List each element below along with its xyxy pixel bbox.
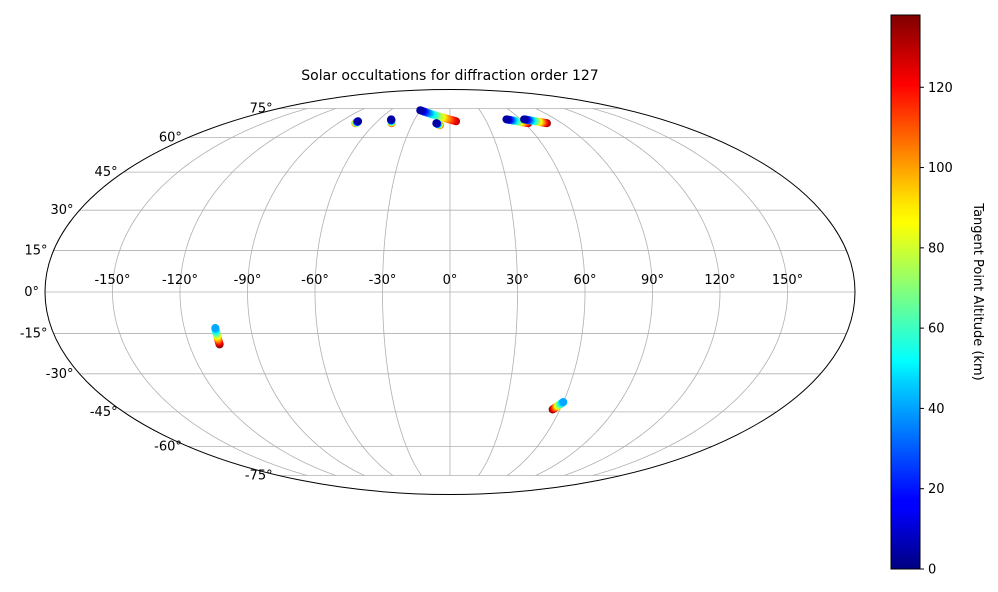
longitude-gridline	[535, 108, 653, 476]
latitude-tick-label: 60°	[159, 131, 182, 146]
longitude-tick-label: -60°	[301, 273, 329, 288]
colorbar-ticks: 0 20 40 60 80 100 120	[920, 81, 953, 578]
longitude-tick-label: 30°	[506, 273, 529, 288]
longitude-tick-label: 0°	[443, 273, 458, 288]
latitude-tick-labels: -75° -60° -45° -30° -15° 0° 15° 30° 45° 60° 75°	[20, 102, 273, 484]
occultation-point	[432, 119, 441, 128]
longitude-tick-label: -120°	[162, 273, 198, 288]
colorbar-tick-label: 80	[928, 241, 945, 256]
occultation-point	[354, 117, 363, 126]
colorbar-tick-label: 0	[928, 563, 936, 578]
colorbar-tick-label: 40	[928, 402, 945, 417]
occultation-point	[416, 106, 425, 115]
longitude-tick-label: 150°	[772, 273, 803, 288]
longitude-gridline	[314, 108, 394, 476]
longitude-gridline	[506, 108, 586, 476]
occultation-point	[502, 115, 511, 124]
occultation-point	[520, 115, 529, 124]
colorbar: 0 20 40 60 80 100 120 Tangent Point Altitude (…	[890, 14, 985, 578]
longitude-gridline	[179, 108, 336, 476]
colorbar-label: Tangent Point Altitude (km)	[970, 202, 985, 380]
colorbar-tick-label: 20	[928, 482, 945, 497]
longitude-gridline	[478, 108, 518, 476]
latitude-tick-label: 15°	[25, 244, 48, 259]
longitude-tick-label: 120°	[704, 273, 735, 288]
longitude-tick-label: -90°	[234, 273, 262, 288]
longitude-tick-label: -150°	[94, 273, 130, 288]
occultation-points	[211, 106, 568, 414]
longitude-tick-labels: -150° -120° -90° -60° -30° 0° 30° 60° 90° 120° 150…	[94, 273, 803, 288]
latitude-tick-label: -60°	[154, 439, 182, 454]
latitude-tick-label: -75°	[245, 468, 273, 483]
occultation-point	[211, 323, 220, 332]
longitude-gridline	[112, 108, 308, 476]
longitude-gridline	[592, 108, 788, 476]
longitude-tick-label: 90°	[641, 273, 664, 288]
latitude-tick-label: -30°	[46, 367, 74, 382]
latitude-tick-label: 0°	[24, 285, 39, 300]
latitude-tick-label: -45°	[90, 405, 118, 420]
occultation-point	[387, 115, 396, 124]
latitude-tick-label: -15°	[20, 326, 48, 341]
occultation-point	[559, 398, 568, 407]
latitude-tick-label: 45°	[95, 165, 118, 180]
latitude-tick-label: 75°	[250, 102, 273, 117]
latitude-tick-label: 30°	[50, 203, 73, 218]
chart-title: Solar occultations for diffraction order…	[301, 68, 598, 84]
longitude-tick-label: -30°	[369, 273, 397, 288]
longitude-tick-label: 60°	[573, 273, 596, 288]
longitude-gridline	[247, 108, 365, 476]
map-boundary	[44, 89, 856, 495]
colorbar-tick-label: 60	[928, 322, 945, 337]
colorbar-tick-label: 100	[928, 161, 953, 176]
longitude-gridline	[382, 108, 422, 476]
colorbar-tick-label: 120	[928, 81, 953, 96]
longitude-gridline	[564, 108, 721, 476]
colorbar-gradient	[890, 14, 921, 570]
map-grid	[45, 108, 855, 476]
